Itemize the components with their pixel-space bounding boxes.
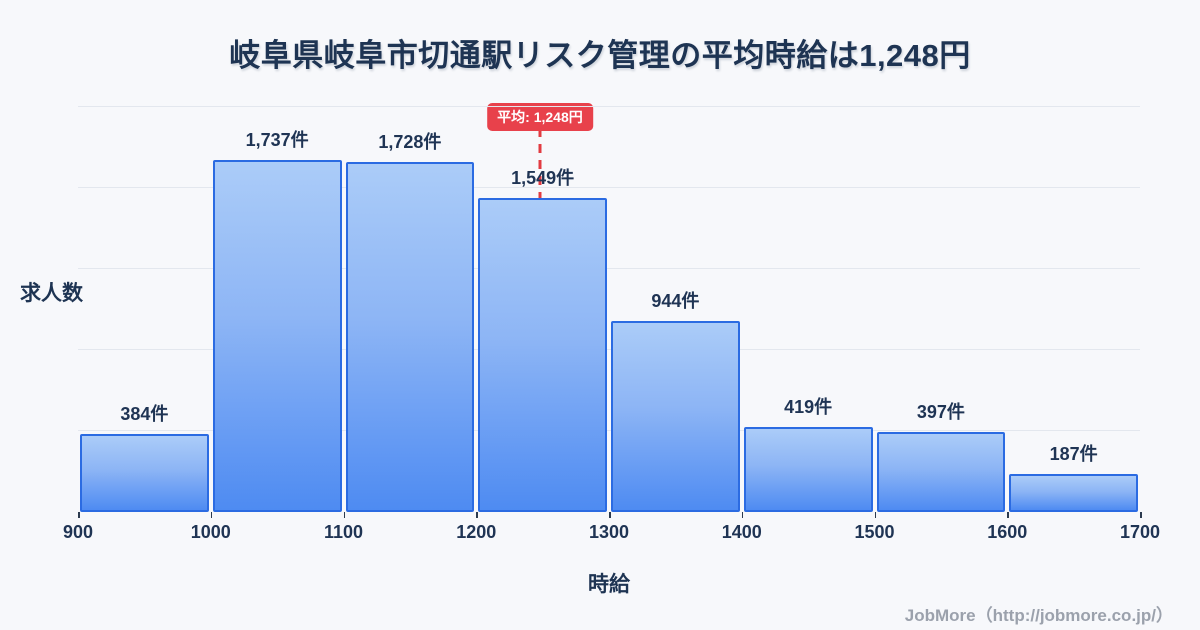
bar-value-label: 419件 xyxy=(784,397,833,418)
x-tick-mark xyxy=(741,512,744,518)
x-tick-label: 1100 xyxy=(323,522,364,542)
x-tick-mark xyxy=(1007,512,1009,518)
x-tick-label: 900 xyxy=(62,522,94,542)
histogram-bar xyxy=(212,160,342,512)
x-tick-label: 1400 xyxy=(721,522,762,542)
bar-value-label: 187件 xyxy=(1049,444,1098,465)
x-tick-mark xyxy=(874,512,876,518)
y-axis-title: 求人数 xyxy=(20,282,83,305)
histogram-bar xyxy=(611,320,740,512)
bar-value-label: 1,549件 xyxy=(511,168,575,189)
histogram-bar xyxy=(743,427,873,512)
chart-plot: 平均: 1,248円 384件 1,737件 1,728件 1,549件 944件 419… xyxy=(63,103,1160,542)
x-tick-label: 1200 xyxy=(456,522,497,542)
x-tick-mark xyxy=(476,512,478,518)
histogram-bar xyxy=(478,198,607,512)
x-tick-label: 1700 xyxy=(1119,522,1161,542)
bar-value-label: 384件 xyxy=(120,404,169,425)
x-tick-label: 1600 xyxy=(987,522,1028,542)
bar-value-label: 944件 xyxy=(651,290,700,311)
x-tick-mark xyxy=(1140,512,1142,518)
x-tick-mark xyxy=(343,512,345,518)
gridline xyxy=(78,187,1140,188)
histogram-bar xyxy=(1009,474,1138,512)
gridline xyxy=(78,430,1140,431)
x-tick-label: 1500 xyxy=(854,522,895,542)
gridline xyxy=(78,268,1140,269)
x-tick-mark xyxy=(210,512,213,518)
x-tick-label: 1300 xyxy=(588,522,630,542)
gridline xyxy=(78,106,1140,107)
bar-value-label: 1,728件 xyxy=(378,132,442,153)
bar-value-label: 397件 xyxy=(916,401,965,422)
x-tick-mark xyxy=(609,512,611,518)
histogram-bar xyxy=(876,431,1006,512)
bar-value-label: 1,737件 xyxy=(245,130,309,151)
x-tick-mark xyxy=(78,512,80,518)
histogram-bar xyxy=(80,434,209,512)
page-title: 岐阜県岐阜市切通駅リスク管理の平均時給は1,248円 xyxy=(229,38,971,73)
gridline xyxy=(78,349,1140,350)
footer-credit: JobMore（http://jobmore.co.jp/） xyxy=(904,606,1173,625)
x-axis-title: 時給 xyxy=(588,573,630,596)
histogram-bar xyxy=(345,162,475,512)
x-tick-label: 1000 xyxy=(190,522,231,542)
average-badge: 平均: 1,248円 xyxy=(487,103,593,131)
